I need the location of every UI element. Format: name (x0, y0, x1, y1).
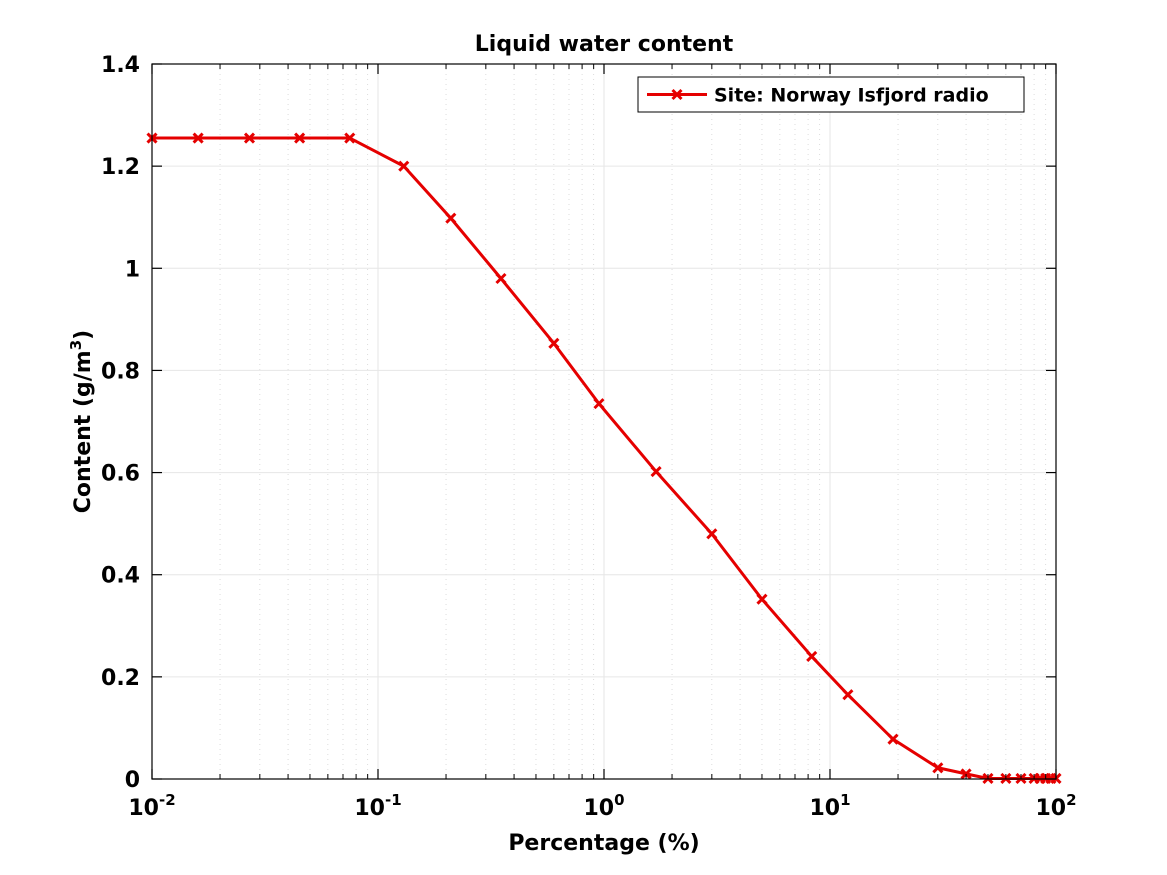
tick-labels: 10-2 10-1 100 101 102 0 0.2 0.4 0.6 0.8 1 1.2 1.4 (101, 53, 1077, 821)
data-point-marker (706, 528, 718, 540)
y-tick-label: 0 (125, 768, 140, 793)
y-axis-label-superscript: 3 (67, 340, 85, 350)
axis-ticks (151, 63, 1057, 780)
data-point-marker (887, 733, 899, 745)
y-tick-label: 1.2 (101, 155, 140, 180)
y-tick-label: 0.6 (101, 462, 140, 487)
x-tick-label: 102 (1035, 791, 1076, 821)
grid (151, 63, 1057, 780)
x-tick-label: 10-1 (354, 791, 401, 821)
y-tick-label: 0.4 (101, 564, 140, 589)
legend-entry-label: Site: Norway Isfjord radio (714, 85, 989, 107)
y-axis-label-suffix: ) (71, 330, 96, 340)
data-point-marker (593, 398, 605, 410)
data-point-marker (806, 650, 818, 662)
legend: Site: Norway Isfjord radio (637, 76, 1025, 113)
data-point-marker (398, 160, 410, 172)
data-point-marker (192, 132, 204, 144)
data-point-marker (243, 132, 256, 144)
y-tick-label: 1.4 (101, 53, 140, 78)
legend-marker-glyph (671, 88, 683, 101)
data-point-marker (650, 465, 662, 478)
data-point-marker (548, 337, 560, 349)
y-tick-label: 0.2 (101, 666, 140, 691)
data-point-marker (344, 132, 356, 144)
y-axis-label-main: Content (g/m (71, 350, 96, 513)
data-point-marker (495, 272, 507, 285)
x-tick-label: 101 (809, 791, 850, 821)
data-point-marker (445, 212, 457, 224)
chart-title: Liquid water content (475, 32, 734, 57)
data-point-marker (756, 593, 768, 605)
data-point-marker (932, 762, 944, 774)
x-tick-label: 100 (583, 791, 624, 821)
data-point-marker (842, 689, 854, 701)
data-point-marker (960, 768, 972, 780)
y-tick-label: 0.8 (101, 359, 140, 384)
x-axis-label: Percentage (%) (508, 831, 699, 856)
y-axis-label: Content (g/m3) (67, 330, 96, 513)
legend-marker-x (671, 88, 683, 101)
data-point-marker (294, 132, 306, 144)
y-tick-label: 1 (125, 257, 140, 282)
x-tick-label: 10-2 (128, 791, 175, 821)
